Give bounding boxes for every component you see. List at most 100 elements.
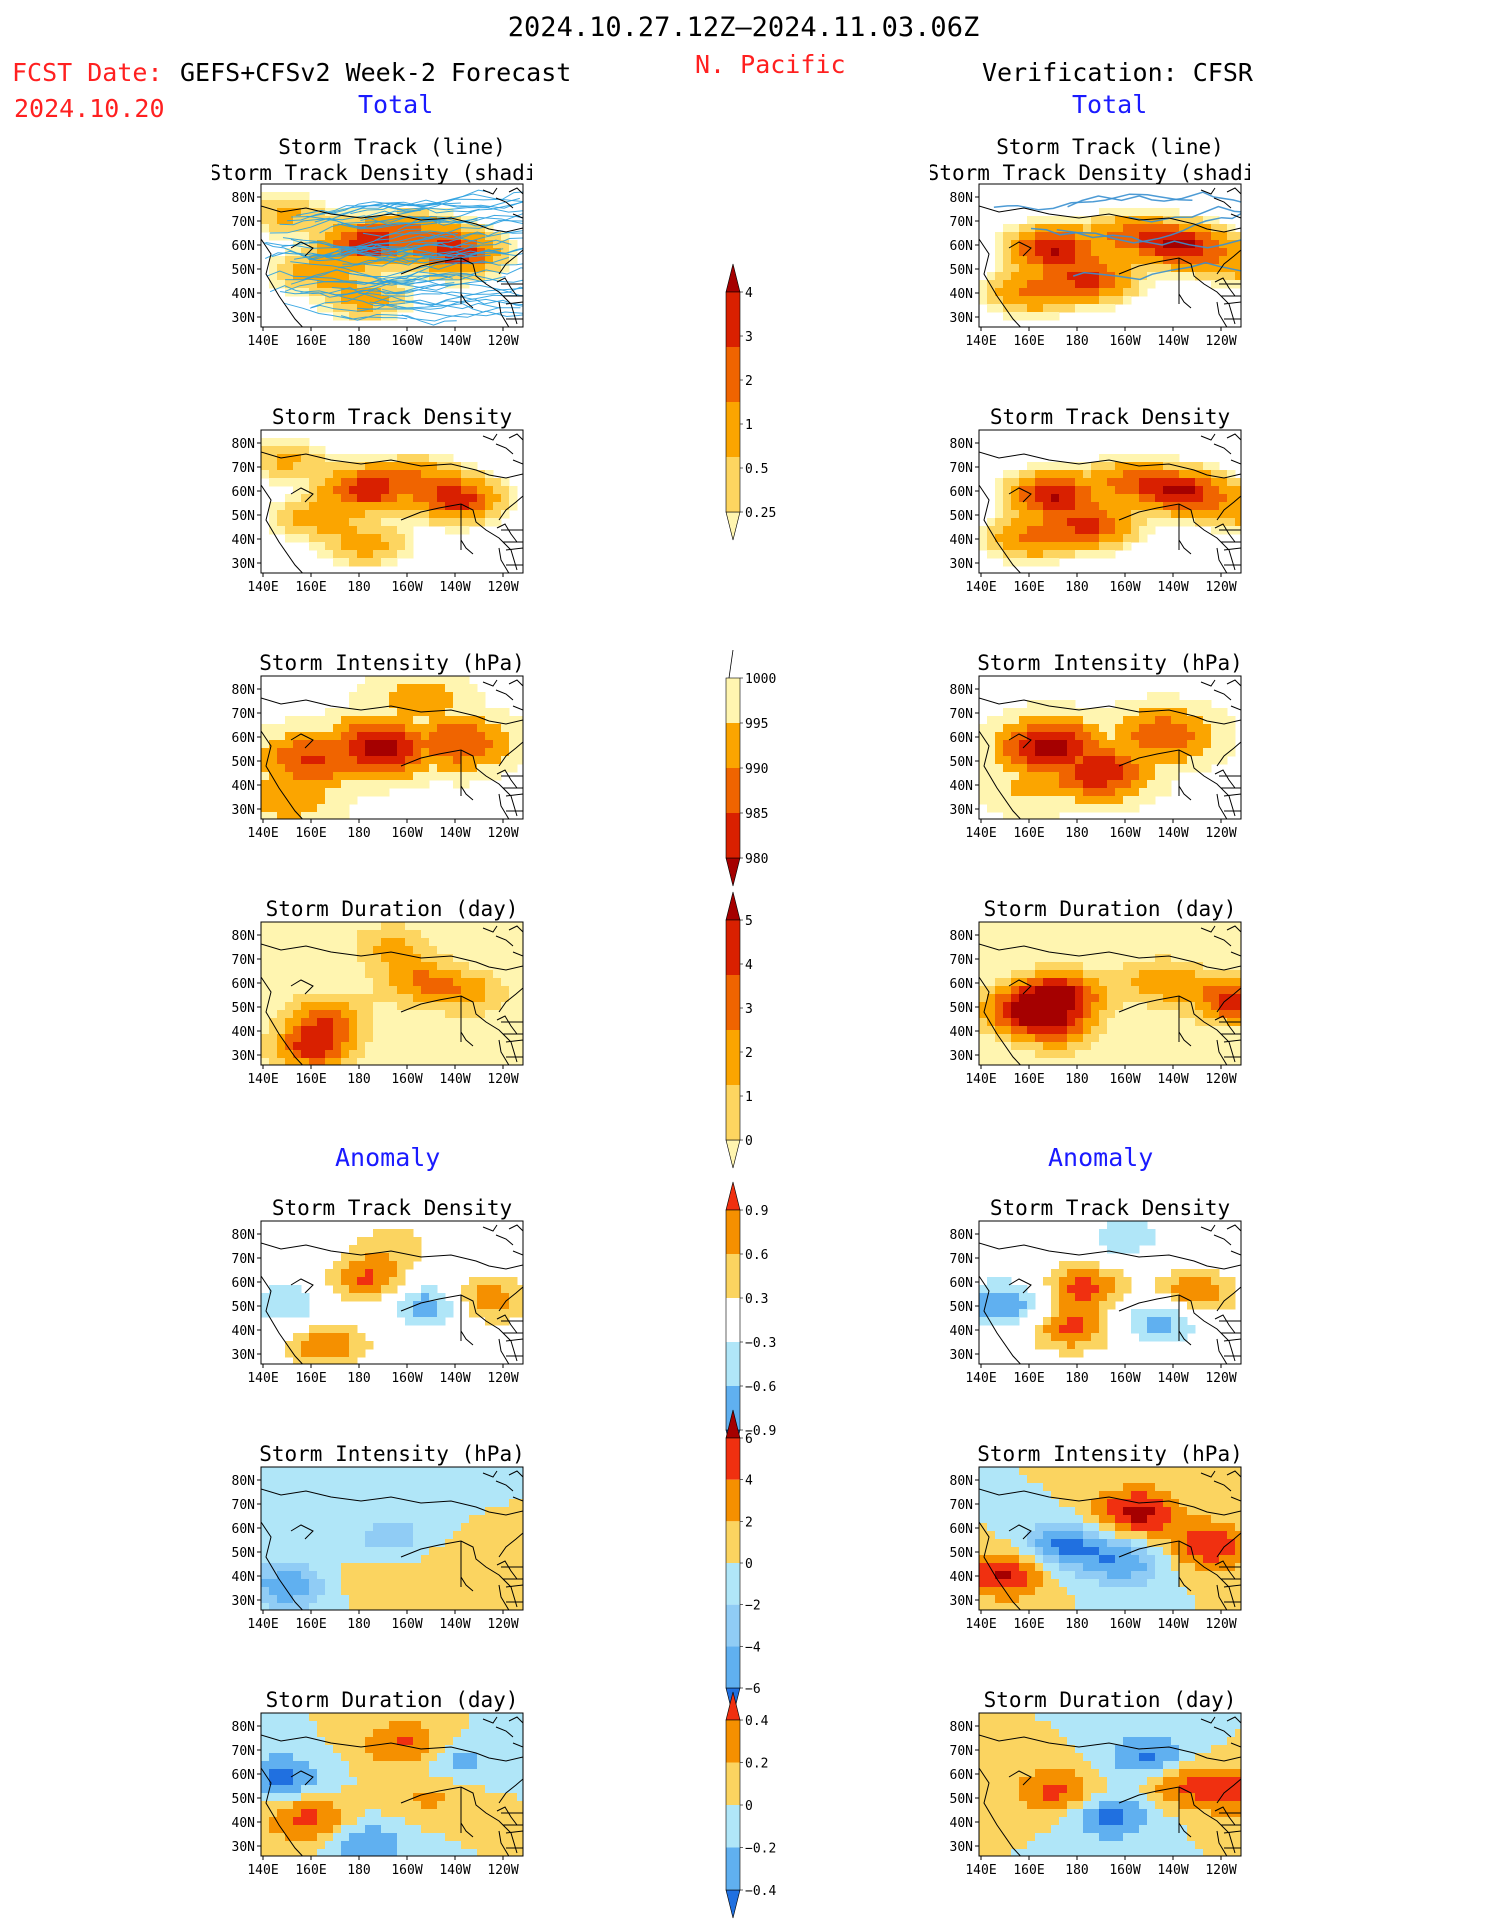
- x-tick-label: 180: [347, 1371, 370, 1386]
- x-tick-label: 140E: [247, 1371, 278, 1386]
- x-tick-label: 160W: [391, 1072, 422, 1087]
- colorbar-label: 0.4: [745, 1714, 769, 1729]
- x-tick-label: 140E: [965, 1371, 996, 1386]
- y-tick-label: 30N: [950, 1840, 973, 1855]
- x-tick-label: 120W: [487, 1863, 518, 1878]
- x-tick-label: 160E: [1013, 334, 1044, 349]
- y-tick-label: 30N: [232, 311, 255, 326]
- date-range-title: 2024.10.27.12Z–2024.11.03.06Z: [507, 12, 980, 43]
- x-tick-label: 120W: [487, 1371, 518, 1386]
- x-tick-label: 180: [347, 1863, 370, 1878]
- x-tick-label: 140E: [247, 334, 278, 349]
- map-panel-storm-track-line-total-verification: Storm Track (line)Storm Track Density (s…: [930, 135, 1250, 349]
- x-tick-label: 160W: [1109, 580, 1140, 595]
- x-tick-label: 180: [1065, 1617, 1088, 1632]
- y-tick-label: 60N: [232, 1522, 255, 1537]
- y-tick-label: 60N: [232, 239, 255, 254]
- x-tick-label: 140W: [1157, 826, 1188, 841]
- x-tick-label: 140W: [1157, 1617, 1188, 1632]
- x-tick-label: 140W: [439, 334, 470, 349]
- x-tick-label: 120W: [1205, 1371, 1236, 1386]
- verification-label: Verification: CFSR: [982, 58, 1253, 87]
- x-tick-label: 140W: [439, 1072, 470, 1087]
- panel-subtitle: Storm Track Density (shading): [212, 161, 532, 185]
- fcst-label: FCST Date:: [12, 58, 163, 87]
- x-tick-label: 120W: [1205, 1072, 1236, 1087]
- x-tick-label: 140E: [965, 1072, 996, 1087]
- y-tick-label: 70N: [950, 215, 973, 230]
- map-panel-storm-track-density-total-verification: Storm Track Density 80N 70N 60N 50N 40N 30N 140…: [950, 405, 1242, 595]
- x-tick-label: 140W: [439, 580, 470, 595]
- colorbar-label: 0: [745, 1134, 753, 1149]
- y-tick-label: 70N: [232, 1252, 255, 1267]
- colorbar-label: 0.9: [745, 1204, 768, 1219]
- x-tick-label: 140E: [247, 1072, 278, 1087]
- y-tick-label: 40N: [950, 1816, 973, 1831]
- panel-title: Storm Duration (day): [984, 1688, 1237, 1712]
- x-tick-label: 160W: [1109, 1863, 1140, 1878]
- colorbar-cb-anom-density: 0.9 0.6 0.3 −0.3 −0.6 −0.9: [725, 1181, 776, 1459]
- y-tick-label: 40N: [950, 1570, 973, 1585]
- y-tick-label: 30N: [232, 1348, 255, 1363]
- x-tick-label: 160E: [295, 826, 326, 841]
- y-tick-label: 30N: [950, 1348, 973, 1363]
- y-tick-label: 70N: [950, 461, 973, 476]
- map-panel-storm-duration-day-anomaly-forecast: Storm Duration (day) 80N 70N 60N 50N 40N 30N 14…: [232, 1688, 524, 1878]
- panel-subtitle: Storm Track Density (shading): [930, 161, 1250, 185]
- x-tick-label: 180: [347, 334, 370, 349]
- y-tick-label: 50N: [232, 755, 255, 770]
- y-tick-label: 80N: [950, 929, 973, 944]
- colorbar-label: 2: [745, 374, 753, 389]
- x-tick-label: 180: [347, 1617, 370, 1632]
- panel-title: Storm Track Density: [272, 405, 512, 429]
- colorbar-label: 1: [745, 1090, 753, 1105]
- y-tick-label: 50N: [950, 263, 973, 278]
- y-tick-label: 40N: [232, 287, 255, 302]
- y-tick-label: 60N: [232, 1768, 255, 1783]
- x-tick-label: 140E: [247, 1617, 278, 1632]
- y-tick-label: 60N: [950, 485, 973, 500]
- x-tick-label: 160E: [1013, 826, 1044, 841]
- x-tick-label: 140W: [1157, 1072, 1188, 1087]
- x-tick-label: 120W: [1205, 334, 1236, 349]
- map-panel-storm-duration-day-total-forecast: Storm Duration (day) 80N 70N 60N 50N 40N 30N 14…: [232, 897, 524, 1087]
- colorbar-cb-total-duration: 5 4 3 2 1 0: [725, 891, 753, 1169]
- colorbar-label: −6: [745, 1682, 761, 1697]
- x-tick-label: 180: [1065, 1863, 1088, 1878]
- y-tick-label: 30N: [950, 1049, 973, 1064]
- y-tick-label: 80N: [232, 1228, 255, 1243]
- y-tick-label: 40N: [232, 1570, 255, 1585]
- x-tick-label: 140W: [1157, 580, 1188, 595]
- colorbar-label: 3: [745, 330, 753, 345]
- colorbar-cb-anom-duration: 0.4 0.2 0 −0.2 −0.4: [725, 1691, 776, 1919]
- y-tick-label: 80N: [950, 1720, 973, 1735]
- y-tick-label: 30N: [232, 1840, 255, 1855]
- colorbar-label: 995: [745, 717, 768, 732]
- x-tick-label: 140E: [965, 826, 996, 841]
- panel-title: Storm Track Density: [272, 1196, 512, 1220]
- panel-title: Storm Track Density: [990, 1196, 1230, 1220]
- x-tick-label: 140E: [965, 580, 996, 595]
- region-label: N. Pacific: [695, 50, 846, 79]
- map-panel-storm-intensity-hpa-anomaly-verification: Storm Intensity (hPa) 80N 70N 60N 50N 40N 30N 1…: [950, 1442, 1243, 1632]
- colorbar-label: −0.6: [745, 1380, 776, 1395]
- colorbar-label: −0.3: [745, 1336, 776, 1351]
- panel-title: Storm Intensity (hPa): [977, 1442, 1243, 1466]
- y-tick-label: 80N: [950, 191, 973, 206]
- y-tick-label: 80N: [232, 683, 255, 698]
- y-tick-label: 70N: [232, 1498, 255, 1513]
- x-tick-label: 160E: [295, 580, 326, 595]
- y-tick-label: 80N: [232, 1720, 255, 1735]
- fcst-label-text: FCST Date:: [12, 58, 163, 87]
- total-label-left: Total: [358, 90, 434, 119]
- y-tick-label: 50N: [950, 1001, 973, 1016]
- y-tick-label: 40N: [950, 1324, 973, 1339]
- y-tick-label: 60N: [950, 1276, 973, 1291]
- x-tick-label: 120W: [487, 334, 518, 349]
- x-tick-label: 160E: [1013, 1072, 1044, 1087]
- x-tick-label: 160E: [1013, 1863, 1044, 1878]
- x-tick-label: 120W: [487, 1617, 518, 1632]
- x-tick-label: 180: [1065, 580, 1088, 595]
- x-tick-label: 120W: [1205, 826, 1236, 841]
- y-tick-label: 60N: [232, 485, 255, 500]
